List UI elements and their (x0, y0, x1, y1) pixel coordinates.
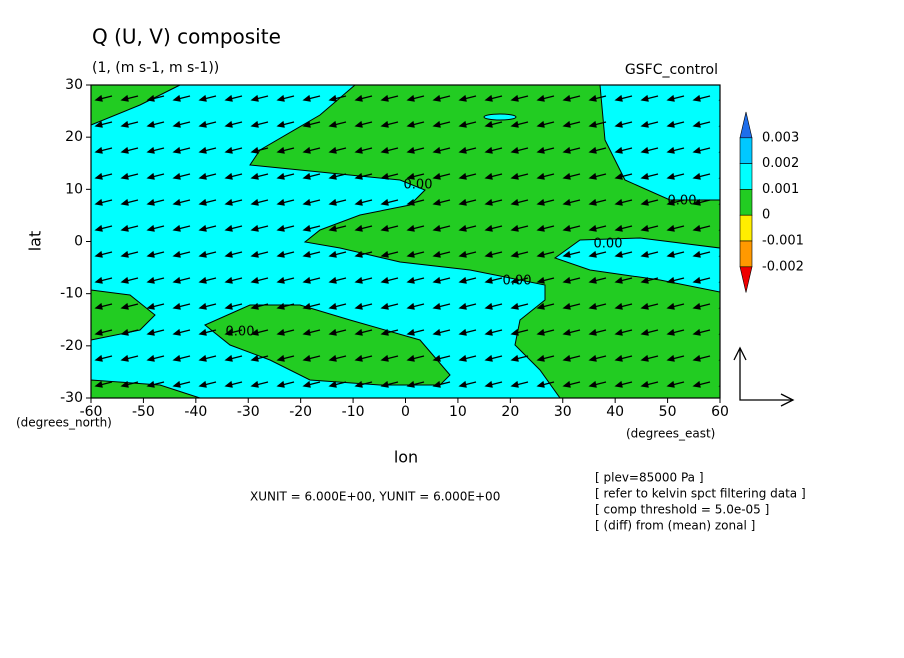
y-tick-label: 10 (65, 181, 83, 197)
note: [ comp threshold = 5.0e-05 ] (595, 503, 769, 517)
x-tick-label: -40 (184, 404, 207, 420)
contour-label: 0.00 (503, 274, 532, 289)
colorbar-label: 0.001 (762, 182, 799, 197)
chart-title: Q (U, V) composite (92, 25, 281, 49)
colorbar-label: 0 (762, 208, 770, 223)
colorbar-label: 0.002 (762, 156, 799, 171)
x-tick-label: -20 (289, 404, 312, 420)
y-tick-label: -20 (60, 338, 83, 354)
note: [ (diff) from (mean) zonal ] (595, 519, 755, 533)
colorbar-label: -0.001 (762, 234, 804, 249)
contour-field (90, 84, 721, 399)
x-unit-label: (degrees_east) (626, 427, 715, 441)
y-tick-label: 30 (65, 77, 83, 93)
x-tick-label: -60 (80, 404, 103, 420)
x-tick-label: 0 (401, 404, 410, 420)
colorbar-segment (739, 111, 753, 139)
y-axis-label: lat (26, 231, 45, 252)
x-tick-label: 30 (554, 404, 572, 420)
note: [ plev=85000 Pa ] (595, 471, 704, 485)
x-tick-label: -50 (132, 404, 155, 420)
contour-label: 0.00 (594, 237, 623, 252)
x-tick-label: 50 (659, 404, 677, 420)
x-axis-label: lon (394, 448, 418, 467)
y-unit-label: (degrees_north) (16, 416, 112, 430)
x-tick-label: 60 (711, 404, 729, 420)
y-tick-label: 0 (74, 234, 83, 250)
contour-label: 0.00 (226, 325, 255, 340)
chart-subtitle: (1, (m s-1, m s-1)) (92, 60, 219, 76)
y-tick-label: 20 (65, 129, 83, 145)
colorbar-segment (739, 163, 753, 190)
vector-key (733, 346, 795, 407)
contour-label: 0.00 (404, 178, 433, 193)
colorbar-label: 0.003 (762, 130, 799, 145)
note: [ refer to kelvin spct filtering data ] (595, 487, 806, 501)
x-tick-label: -10 (342, 404, 365, 420)
colorbar-label: -0.002 (762, 259, 804, 274)
x-tick-label: -30 (237, 404, 260, 420)
y-tick-label: -10 (60, 286, 83, 302)
vector-scale-label: XUNIT = 6.000E+00, YUNIT = 6.000E+00 (250, 490, 500, 504)
source-label: GSFC_control (625, 62, 718, 78)
x-tick-label: 40 (606, 404, 624, 420)
x-tick-label: 10 (449, 404, 467, 420)
x-tick-label: 20 (501, 404, 519, 420)
contour-label: 0.00 (668, 194, 697, 209)
colorbar-segment (739, 137, 753, 164)
colorbar-segment (739, 214, 753, 242)
colorbar-segment (739, 189, 753, 216)
y-tick-label: -30 (60, 390, 83, 406)
colorbar-segment (739, 240, 753, 268)
colorbar-segment (739, 266, 753, 293)
